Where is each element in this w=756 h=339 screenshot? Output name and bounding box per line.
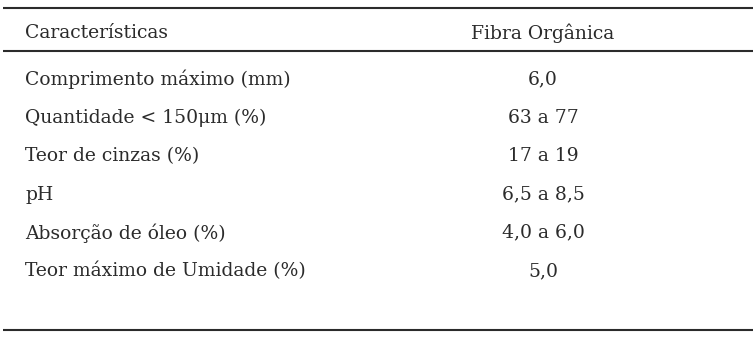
Text: Características: Características <box>25 24 169 42</box>
Text: Teor máximo de Umidade (%): Teor máximo de Umidade (%) <box>25 262 306 280</box>
Text: pH: pH <box>25 185 54 203</box>
Text: 6,0: 6,0 <box>528 71 558 88</box>
Text: Teor de cinzas (%): Teor de cinzas (%) <box>25 147 200 165</box>
Text: 63 a 77: 63 a 77 <box>508 109 578 127</box>
Text: 6,5 a 8,5: 6,5 a 8,5 <box>502 185 584 203</box>
Text: 5,0: 5,0 <box>528 262 558 280</box>
Text: Absorção de óleo (%): Absorção de óleo (%) <box>25 223 226 243</box>
Text: Fibra Orgânica: Fibra Orgânica <box>472 23 615 42</box>
Text: 4,0 a 6,0: 4,0 a 6,0 <box>502 224 584 242</box>
Text: 17 a 19: 17 a 19 <box>508 147 578 165</box>
Text: Comprimento máximo (mm): Comprimento máximo (mm) <box>25 70 291 89</box>
Text: Quantidade < 150μm (%): Quantidade < 150μm (%) <box>25 109 267 127</box>
